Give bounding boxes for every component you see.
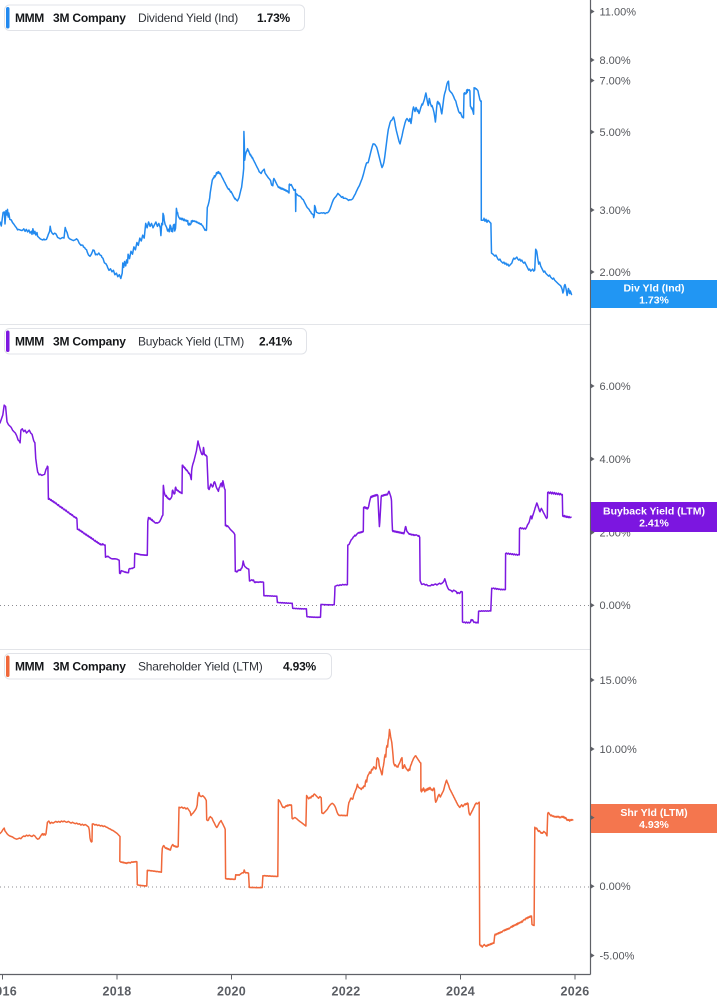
svg-text:11.00%: 11.00%	[600, 6, 637, 18]
svg-text:2.00%: 2.00%	[600, 267, 631, 279]
svg-text:2.41%: 2.41%	[639, 518, 669, 530]
svg-text:2016: 2016	[0, 985, 17, 999]
svg-text:2.41%: 2.41%	[259, 335, 293, 349]
svg-text:Shareholder Yield (LTM): Shareholder Yield (LTM)	[138, 660, 263, 674]
svg-text:MMM: MMM	[15, 660, 44, 674]
svg-text:0.00%: 0.00%	[600, 600, 631, 612]
svg-text:Buyback Yield (LTM): Buyback Yield (LTM)	[138, 335, 244, 349]
svg-text:1.73%: 1.73%	[639, 295, 669, 307]
svg-text:5.00%: 5.00%	[600, 127, 631, 139]
svg-text:Buyback Yield (LTM): Buyback Yield (LTM)	[603, 506, 705, 518]
svg-text:Div Yld (Ind): Div Yld (Ind)	[623, 283, 684, 295]
svg-text:3.00%: 3.00%	[600, 205, 631, 217]
svg-text:4.93%: 4.93%	[639, 819, 669, 831]
svg-text:Shr Yld (LTM): Shr Yld (LTM)	[620, 807, 687, 819]
svg-text:3M Company: 3M Company	[53, 660, 126, 674]
svg-text:2018: 2018	[102, 985, 131, 999]
svg-text:10.00%: 10.00%	[600, 744, 638, 756]
svg-text:MMM: MMM	[15, 11, 44, 25]
svg-text:2020: 2020	[217, 985, 246, 999]
svg-text:2022: 2022	[331, 985, 360, 999]
svg-text:4.93%: 4.93%	[283, 660, 317, 674]
svg-text:3M Company: 3M Company	[53, 335, 126, 349]
svg-text:0.00%: 0.00%	[600, 881, 631, 893]
svg-text:-5.00%: -5.00%	[600, 950, 635, 962]
svg-text:7.00%: 7.00%	[600, 75, 631, 87]
svg-text:2026: 2026	[560, 985, 589, 999]
svg-text:3M Company: 3M Company	[53, 11, 126, 25]
svg-text:6.00%: 6.00%	[600, 381, 631, 393]
svg-text:4.00%: 4.00%	[600, 454, 631, 466]
svg-text:Dividend Yield (Ind): Dividend Yield (Ind)	[138, 11, 238, 25]
svg-text:2024: 2024	[446, 985, 475, 999]
svg-text:1.73%: 1.73%	[257, 11, 291, 25]
svg-text:8.00%: 8.00%	[600, 55, 631, 67]
svg-text:15.00%: 15.00%	[600, 675, 638, 687]
svg-text:MMM: MMM	[15, 335, 44, 349]
